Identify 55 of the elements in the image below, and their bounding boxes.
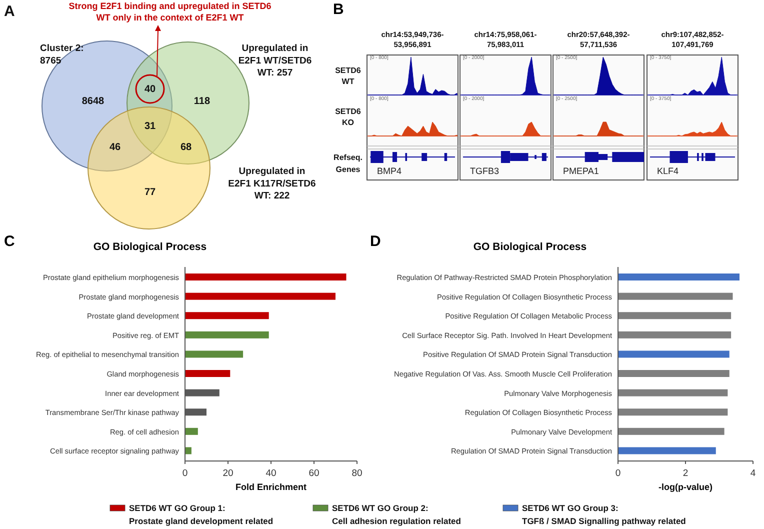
x-axis-title: TGFB3 [470,166,500,176]
text: B [333,1,344,18]
text: 46 [109,142,121,153]
bar [618,370,730,377]
bar [185,370,230,377]
text: Refseq. Genes [334,153,362,174]
legend-label: SETD6 WT GO Group 2: Cell adhesion regulation related [332,503,461,526]
chart-title: GO Biological Process [93,241,207,253]
x-tick-label: 40 [266,468,276,479]
bar [618,274,740,280]
x-tick-label: 0 [615,468,621,479]
x-axis-title: Fold Enrichment [235,482,307,492]
text: Strong E2F1 binding and upregulated in SETD6 WT only in the context of E2F1 WT [68,1,272,23]
text: 118 [194,96,210,107]
text: Upregulated in E2F1 WT/SETD6 WT: 257 [238,43,312,79]
legend-label: SETD6 WT GO Group 3: TGFß / SMAD Signalling pathway related [522,503,686,526]
x-tick-label: 4 [750,468,756,479]
bar [185,350,244,358]
x-axis-title: BMP4 [377,166,402,176]
series-label: SETD6 WT [335,66,362,86]
bar [618,408,728,416]
x-tick-label: 2 [682,468,688,479]
bar [618,312,732,320]
text: GO Biological Process [473,241,587,253]
bar [618,447,716,454]
text: 68 [180,142,192,153]
text: Upregulated in E2F1 K117R/SETD6 WT: 222 [228,166,316,202]
bar [185,292,336,300]
text: D [370,233,381,250]
bar [185,428,198,435]
bar [618,331,732,338]
bar [185,447,192,454]
bar [618,389,728,396]
x-axis-title: PMEPA1 [563,166,599,176]
bar [618,428,724,435]
text: 31 [144,121,156,132]
text: 77 [144,187,156,198]
bar [185,331,269,338]
text: Cluster 2: 8765 [40,43,84,66]
x-axis-title: -log(p-value) [658,482,712,492]
bar [185,274,346,280]
text: 40 [144,84,156,95]
text: 8648 [82,96,105,107]
text: A [4,3,15,20]
bar [618,350,730,358]
bar [185,312,269,320]
series-label: SETD6 KO [335,107,362,127]
x-tick-label: 0 [182,468,188,479]
x-axis-title: KLF4 [657,166,679,176]
bar [618,292,733,300]
text: C [4,233,15,250]
legend-label: SETD6 WT GO Group 1: Prostate gland development related [129,503,274,526]
x-tick-label: 60 [308,468,320,479]
x-tick-label: 80 [352,468,362,479]
x-tick-label: 20 [222,468,234,479]
